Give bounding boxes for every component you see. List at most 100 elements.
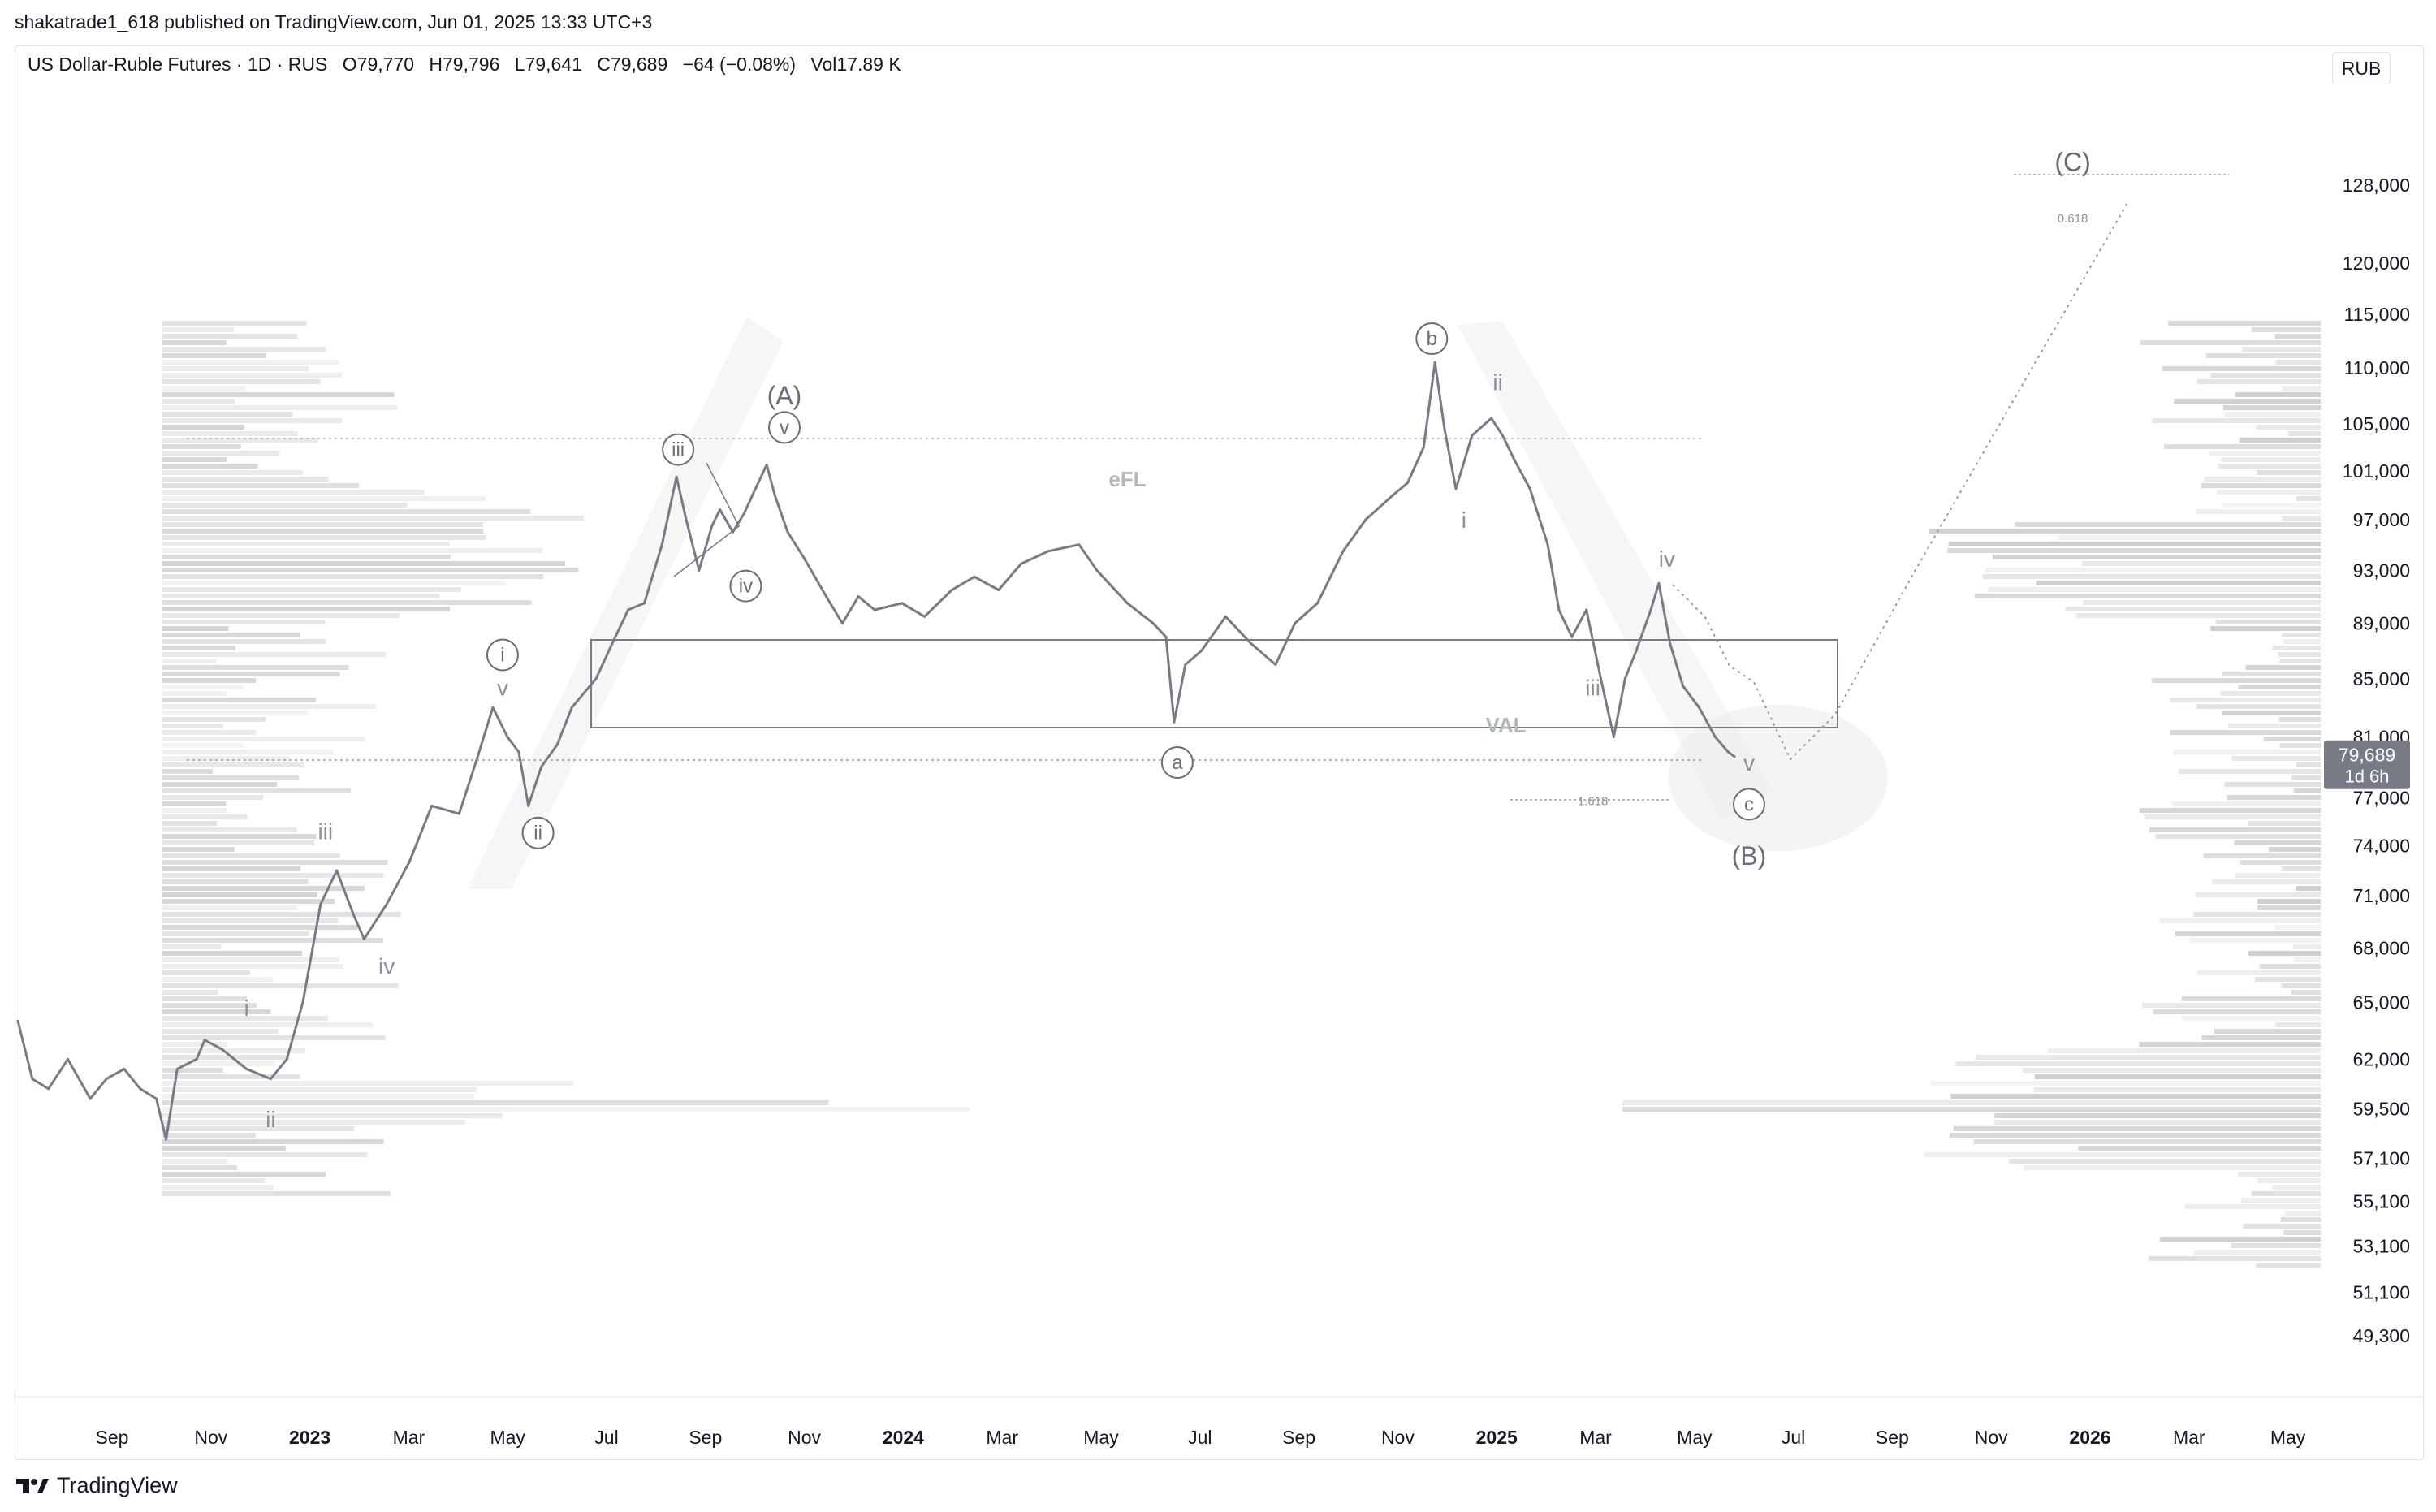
price-point (301, 1000, 304, 1004)
wave-label-circled: v (768, 411, 801, 444)
volume-bar-right (1931, 1081, 2321, 1086)
volume-bar-left (162, 990, 218, 995)
volume-bar-left (162, 737, 365, 741)
price-point (491, 706, 495, 709)
wave-label-ring (662, 433, 695, 466)
volume-bar-right (2221, 711, 2321, 715)
tradingview-logo-icon (16, 1478, 49, 1493)
volume-bar-left (162, 574, 544, 579)
wave-degree-label: (B) (1732, 841, 1767, 870)
current-price-value: 79,689 (2339, 745, 2395, 766)
volume-bar-left (162, 431, 298, 436)
volume-bar-right (1993, 1120, 2321, 1125)
volume-bar-right (1974, 594, 2321, 598)
wave-label-text: i (500, 645, 504, 667)
volume-bar-left (162, 698, 316, 702)
volume-bar-right (2195, 892, 2321, 897)
time-tick-label: May (1677, 1427, 1713, 1448)
volume-bar-right (2216, 490, 2321, 495)
symbol-header: US Dollar-Ruble Futures · 1D · RUS O79,7… (28, 54, 911, 76)
price-point (16, 1019, 19, 1022)
price-point (1294, 622, 1297, 625)
price-tick-label: 57,100 (2353, 1148, 2410, 1169)
volume-bar-left (162, 639, 326, 644)
volume-bar-left (162, 938, 383, 943)
volume-bar-right (1622, 1100, 2321, 1105)
ohlc-close: C79,689 (597, 54, 668, 75)
volume-bar-right (2082, 561, 2321, 566)
price-point (245, 1067, 248, 1070)
volume-bar-left (162, 866, 301, 871)
volume-bar-right (2284, 1211, 2321, 1216)
volume-bar-left (162, 672, 340, 676)
price-tick-label: 115,000 (2344, 304, 2410, 325)
volume-bar-right (2203, 853, 2321, 858)
price-point (1649, 608, 1652, 611)
price-point (1200, 649, 1203, 652)
volume-bar-right (2212, 879, 2321, 884)
volume-bar-right (2022, 1068, 2321, 1073)
volume-bar-left (162, 373, 343, 378)
price-point (732, 530, 734, 534)
price-point (67, 1057, 69, 1061)
time-tick-label: May (2270, 1427, 2306, 1448)
volume-bar-right (1985, 568, 2321, 572)
volume-bar-right (2224, 782, 2321, 787)
volume-bar-left (162, 1074, 300, 1079)
volume-bar-left (162, 405, 398, 410)
volume-bar-right (2196, 509, 2321, 514)
volume-bar-right (2159, 918, 2321, 923)
price-point (139, 1087, 142, 1091)
currency-button[interactable]: RUB (2332, 52, 2391, 84)
volume-bar-left (162, 944, 222, 949)
volume-bar-right (2293, 788, 2321, 793)
price-chart[interactable]: (A)viiiiviiiviiiiviiieFLVALabiiiiviiivc(… (0, 0, 2436, 1462)
volume-bar-right (1929, 529, 2321, 534)
price-axis[interactable]: 128,000 120,000 115,000 110,000 105,000 101,0… (2343, 175, 2410, 1346)
volume-bar-left (162, 711, 308, 715)
price-tick-label: 68,000 (2353, 937, 2410, 958)
volume-bar-right (2151, 678, 2321, 683)
price-point (89, 1097, 92, 1100)
volume-bar-right (2279, 659, 2321, 663)
volume-bar-right (2247, 821, 2321, 826)
volume-bar-right (2291, 990, 2321, 995)
volume-bar-right (2281, 983, 2321, 988)
volume-bar-left (162, 795, 264, 800)
volume-bar-left (162, 496, 486, 501)
price-point (773, 494, 776, 496)
symbol-title[interactable]: US Dollar-Ruble Futures · 1D · RUS (28, 54, 328, 75)
price-point (195, 1057, 198, 1061)
chart-frame (15, 45, 2424, 1460)
volume-bar-left (162, 327, 234, 332)
price-line (16, 361, 1735, 1141)
volume-bar-right (2159, 1237, 2321, 1242)
time-tick-label: May (490, 1427, 525, 1448)
wave-label-ring (486, 638, 519, 672)
volume-bar-right (2239, 860, 2321, 865)
price-point (973, 575, 976, 578)
volume-bar-right (2015, 522, 2321, 527)
time-tick-label: Nov (1381, 1427, 1415, 1448)
price-point (1682, 685, 1685, 688)
volume-bar-right (2214, 1029, 2321, 1034)
volume-bar-right (2223, 405, 2321, 410)
volume-bar-left (162, 1178, 266, 1183)
volume-bar-right (2257, 470, 2321, 475)
price-point (1224, 615, 1227, 618)
price-point (1364, 518, 1367, 521)
volume-bar-right (2256, 425, 2321, 430)
volume-bar-right (2245, 665, 2321, 670)
volume-bar-left (162, 334, 298, 339)
volume-bar-right (2205, 353, 2321, 358)
volume-bar-left (162, 730, 257, 735)
price-point (857, 595, 860, 598)
volume-bar-right (2234, 873, 2321, 878)
volume-bar-right (2196, 379, 2321, 384)
volume-bar-right (2255, 977, 2321, 982)
volume-bar-right (2272, 1185, 2321, 1190)
volume-bar-right (2182, 1016, 2321, 1021)
volume-bar-right (1976, 1055, 2321, 1060)
volume-bar-left (162, 892, 317, 897)
time-axis[interactable]: Sep Nov 2023 Mar May Jul Sep Nov 2024 Mar May Jul Se… (15, 1396, 2424, 1448)
